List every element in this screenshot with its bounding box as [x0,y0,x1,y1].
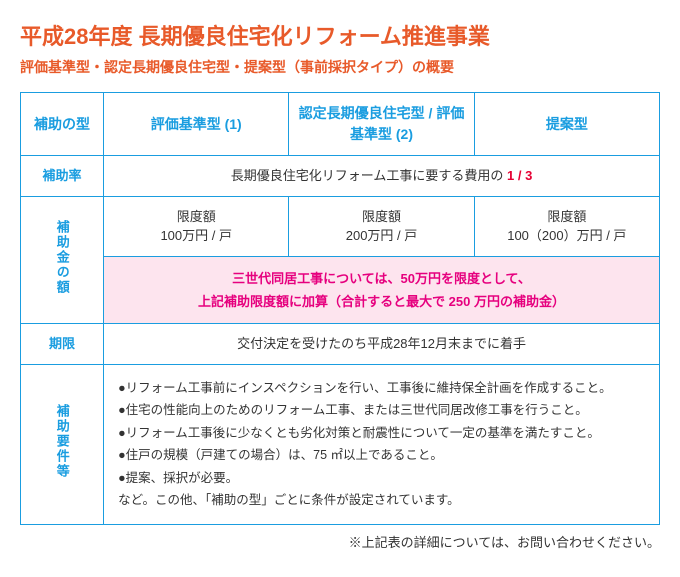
page-title: 平成28年度 長期優良住宅化リフォーム推進事業 [20,20,660,53]
limit-caption: 限度額 [297,207,465,227]
req-item: など。この他、「補助の型」ごとに条件が設定されています。 [118,489,645,512]
row-amount-label: 補助金の額 [21,196,104,324]
pink-line-1: 三世代同居工事については、50万円を限度として、 [112,267,651,290]
req-item: ●住戸の規模（戸建ての場合）は、75 ㎡以上であること。 [118,444,645,467]
limit-value: 200万円 / 戸 [297,226,465,246]
ratio-fraction: 1 / 3 [507,168,532,183]
limit-cell-2: 限度額 200万円 / 戸 [289,196,474,256]
table-row: 期限 交付決定を受けたのち平成28年12月末までに着手 [21,324,660,365]
row-ratio-label: 補助率 [21,156,104,197]
header-eval: 評価基準型 (1) [104,93,289,156]
req-item: ●リフォーム工事前にインスペクションを行い、工事後に維持保全計画を作成すること。 [118,377,645,400]
limit-value: 100万円 / 戸 [112,226,280,246]
limit-caption: 限度額 [112,207,280,227]
pink-line-2a: 上記補助限度額に加算（ [198,294,341,309]
pink-line-2c: ） [552,294,565,309]
table-row: 補助要件等 ●リフォーム工事前にインスペクションを行い、工事後に維持保全計画を作… [21,364,660,524]
row-req-value: ●リフォーム工事前にインスペクションを行い、工事後に維持保全計画を作成すること。… [104,364,660,524]
table-row: 補助率 長期優良住宅化リフォーム工事に要する費用の 1 / 3 [21,156,660,197]
row-deadline-label: 期限 [21,324,104,365]
table-row: 三世代同居工事については、50万円を限度として、 上記補助限度額に加算（合計する… [21,256,660,324]
limit-cell-3: 限度額 100（200）万円 / 戸 [474,196,659,256]
header-type: 補助の型 [21,93,104,156]
limit-cell-1: 限度額 100万円 / 戸 [104,196,289,256]
row-amount-label-text: 補助金の額 [52,220,72,295]
req-item: ●提案、採択が必要。 [118,467,645,490]
header-proposal: 提案型 [474,93,659,156]
row-deadline-value: 交付決定を受けたのち平成28年12月末までに着手 [104,324,660,365]
page-subtitle: 評価基準型・認定長期優良住宅型・提案型（事前採択タイプ）の概要 [20,57,660,78]
limit-caption: 限度額 [483,207,651,227]
row-req-label: 補助要件等 [21,364,104,524]
row-ratio-value: 長期優良住宅化リフォーム工事に要する費用の 1 / 3 [104,156,660,197]
pink-line-2b: 合計すると最大で 250 万円の補助金 [341,294,552,309]
pink-line-2: 上記補助限度額に加算（合計すると最大で 250 万円の補助金） [112,290,651,313]
req-item: ●住宅の性能向上のためのリフォーム工事、または三世代同居改修工事を行うこと。 [118,399,645,422]
row-req-label-text: 補助要件等 [52,404,72,479]
subsidy-table: 補助の型 評価基準型 (1) 認定長期優良住宅型 / 評価基準型 (2) 提案型… [20,92,660,525]
three-gen-addition: 三世代同居工事については、50万円を限度として、 上記補助限度額に加算（合計する… [104,256,660,324]
table-row: 補助の型 評価基準型 (1) 認定長期優良住宅型 / 評価基準型 (2) 提案型 [21,93,660,156]
ratio-text: 長期優良住宅化リフォーム工事に要する費用の [231,168,504,183]
table-row: 補助金の額 限度額 100万円 / 戸 限度額 200万円 / 戸 限度額 10… [21,196,660,256]
footnote: ※上記表の詳細については、お問い合わせください。 [20,533,660,553]
header-certified: 認定長期優良住宅型 / 評価基準型 (2) [289,93,474,156]
req-item: ●リフォーム工事後に少なくとも劣化対策と耐震性について一定の基準を満たすこと。 [118,422,645,445]
limit-value: 100（200）万円 / 戸 [483,226,651,246]
